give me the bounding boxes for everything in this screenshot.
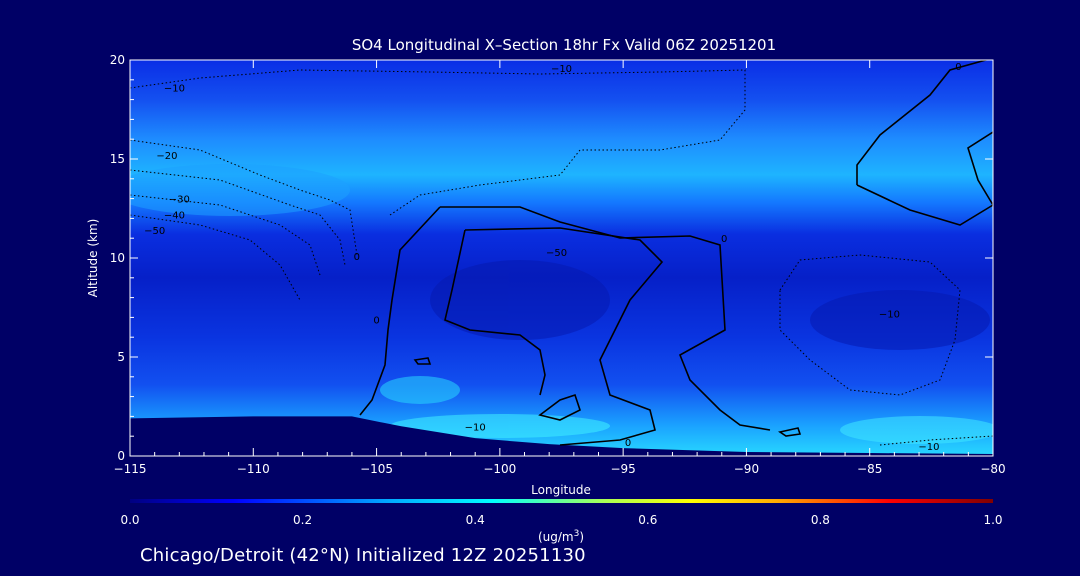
x-tick-label: −105 bbox=[360, 462, 393, 476]
field-patch-upper-left bbox=[130, 164, 350, 216]
contour-label: −50 bbox=[546, 248, 567, 259]
x-axis: −115 −110 −105 −100 −95 −90 −85 −80 bbox=[114, 60, 1006, 476]
y-tick-label: 10 bbox=[110, 251, 125, 265]
contour-label: 0 bbox=[721, 234, 727, 245]
contour-small-loop-2 bbox=[413, 357, 432, 365]
field-patches bbox=[130, 164, 993, 444]
contour-label: −10 bbox=[164, 84, 185, 95]
colorbar: 0.0 0.2 0.4 0.6 0.8 1.0 (ug/m3) bbox=[120, 499, 1003, 544]
colorbar-unit-label: (ug/m bbox=[538, 530, 574, 544]
contour-zero-left bbox=[359, 206, 771, 431]
colorbar-ramp bbox=[130, 499, 993, 503]
colorbar-unit-close: ) bbox=[579, 530, 584, 544]
contour-label: −10 bbox=[465, 422, 486, 433]
colorbar-tick-label: 0.0 bbox=[120, 513, 139, 527]
concentration-field bbox=[130, 60, 993, 456]
contour-lines bbox=[359, 60, 993, 446]
footer-label: Chicago/Detroit (42°N) Initialized 12Z 2… bbox=[140, 545, 586, 566]
contour-neg20 bbox=[130, 139, 358, 256]
contour-neg40 bbox=[130, 194, 321, 276]
contour-label: 0 bbox=[373, 315, 379, 326]
field-patch-lower-mid bbox=[380, 376, 460, 404]
colorbar-tick-label: 0.2 bbox=[293, 513, 312, 527]
field-patch-surface-right bbox=[840, 416, 993, 444]
x-tick-label: −115 bbox=[114, 462, 147, 476]
colorbar-unit-superscript: 3 bbox=[574, 529, 580, 539]
contour-small-loop bbox=[538, 393, 581, 421]
y-axis-label: Altitude (km) bbox=[86, 219, 100, 298]
colorbar-tick-label: 1.0 bbox=[983, 513, 1002, 527]
contour-zero-inner bbox=[444, 227, 664, 446]
x-tick-label: −85 bbox=[857, 462, 882, 476]
colorbar-ticks: 0.0 0.2 0.4 0.6 0.8 1.0 bbox=[120, 513, 1002, 527]
x-tick-label: −110 bbox=[237, 462, 270, 476]
field-patch-core-right bbox=[810, 290, 990, 350]
y-tick-label: 15 bbox=[110, 152, 125, 166]
contour-label: 0 bbox=[955, 62, 961, 73]
contour-label: −50 bbox=[144, 226, 165, 237]
contour-label: −10 bbox=[551, 64, 572, 75]
contour-label: −10 bbox=[879, 309, 900, 320]
contour-label: −30 bbox=[169, 195, 190, 206]
contour-label: 0 bbox=[354, 252, 360, 263]
x-tick-label: −80 bbox=[980, 462, 1005, 476]
terrain bbox=[130, 416, 993, 456]
contour-label: −20 bbox=[156, 151, 177, 162]
colorbar-tick-label: 0.6 bbox=[638, 513, 657, 527]
contour-neg30 bbox=[130, 169, 346, 266]
contour-small-loop-3 bbox=[777, 427, 802, 437]
contour-neg10-surface bbox=[879, 435, 993, 446]
colorbar-unit: (ug/m3) bbox=[538, 529, 584, 544]
contour-dotted bbox=[130, 69, 993, 446]
x-tick-label: −95 bbox=[610, 462, 635, 476]
field-patch-surface-mid bbox=[390, 414, 610, 438]
x-axis-label: Longitude bbox=[531, 483, 591, 497]
colorbar-tick-label: 0.8 bbox=[811, 513, 830, 527]
y-tick-label: 20 bbox=[110, 53, 125, 67]
contour-label: −40 bbox=[164, 210, 185, 221]
x-tick-label: −100 bbox=[483, 462, 516, 476]
y-tick-label: 0 bbox=[117, 449, 125, 463]
x-tick-label: −90 bbox=[734, 462, 759, 476]
contour-zero-right bbox=[856, 60, 993, 226]
y-axis: 0 5 10 15 20 bbox=[110, 53, 993, 463]
y-tick-label: 5 bbox=[117, 350, 125, 364]
contour-neg10-upper bbox=[130, 69, 746, 216]
contour-label: 0 bbox=[625, 438, 631, 449]
field-patch-core bbox=[430, 260, 610, 340]
chart-title: SO4 Longitudinal X–Section 18hr Fx Valid… bbox=[352, 36, 776, 54]
contour-label: −10 bbox=[918, 442, 939, 453]
plot-area: −10 −10 −20 −30 −40 −50 0 −50 0 0 0 −10 −10 0 −10 bbox=[130, 60, 993, 456]
colorbar-tick-label: 0.4 bbox=[466, 513, 485, 527]
contour-labels: −10 −10 −20 −30 −40 −50 0 −50 0 0 0 −10 −10 0 −10 bbox=[144, 62, 962, 453]
